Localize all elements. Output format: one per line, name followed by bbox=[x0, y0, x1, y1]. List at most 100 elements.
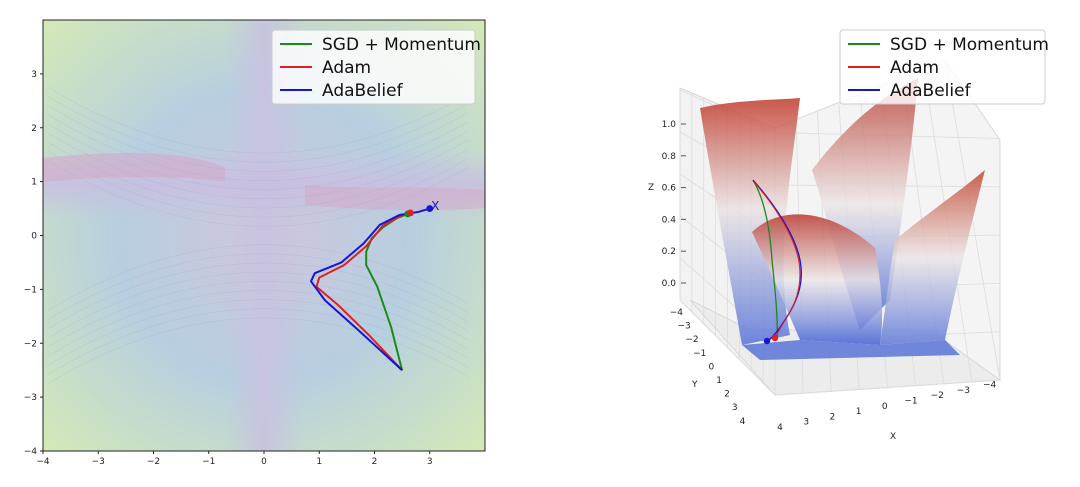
y-axis-ticks: −4 −3 −2 −1 0 1 2 3 bbox=[24, 70, 43, 457]
legend-box bbox=[271, 29, 476, 105]
adam-3d-path bbox=[753, 181, 801, 340]
sgd-momentum-3d-path bbox=[752, 179, 778, 339]
contour-line bbox=[48, 262, 469, 329]
y-axis-label: Y bbox=[691, 380, 698, 390]
legend: SGD + Momentum Adam AdaBelief bbox=[271, 29, 481, 105]
legend-label: SGD + Momentum bbox=[890, 35, 1049, 55]
z-axis-label: Z bbox=[648, 183, 654, 193]
y-tick-label: 2 bbox=[31, 124, 37, 134]
contour-line bbox=[48, 133, 469, 199]
target-marker: X bbox=[431, 199, 439, 213]
x3-tick-label: −3 bbox=[957, 386, 970, 396]
contour-line bbox=[48, 151, 469, 218]
contour-line bbox=[48, 317, 469, 384]
x-tick-label: −1 bbox=[202, 457, 215, 467]
y3-tick-label: 0 bbox=[708, 362, 714, 372]
z-tick-label: 0.6 bbox=[662, 184, 677, 194]
y3-tick-label: −3 bbox=[678, 322, 691, 332]
x3-tick-label: 0 bbox=[882, 402, 888, 412]
series-line-adam bbox=[315, 211, 411, 371]
contour-line bbox=[48, 290, 469, 357]
legend-label: AdaBelief bbox=[322, 81, 404, 101]
x3-tick-label: 4 bbox=[777, 423, 783, 433]
x-tick-label: 3 bbox=[427, 457, 433, 467]
x3-tick-label: 3 bbox=[803, 418, 809, 428]
contour-line bbox=[48, 272, 469, 338]
legend-label: Adam bbox=[890, 58, 939, 78]
contour-line bbox=[48, 281, 469, 347]
surface-right-wall bbox=[880, 170, 985, 345]
y3-tick-label: 2 bbox=[724, 390, 730, 400]
adabelief-3d-end-marker bbox=[763, 337, 771, 345]
contour-line bbox=[48, 114, 469, 181]
contour-line bbox=[48, 160, 469, 227]
contour-line bbox=[48, 87, 469, 154]
x-axis-ticks-3d: 4 3 2 1 0 −1 −2 −3 −4 bbox=[777, 381, 996, 433]
end-marker bbox=[426, 205, 434, 212]
y3-tick-label: 4 bbox=[740, 417, 746, 427]
contour-line bbox=[48, 105, 469, 172]
contour-lines bbox=[48, 87, 469, 384]
x-tick-label: 2 bbox=[372, 457, 378, 467]
end-marker bbox=[407, 209, 414, 217]
contour-line bbox=[48, 253, 469, 320]
y-tick-label: −1 bbox=[24, 285, 37, 295]
x-tick-label: −2 bbox=[147, 457, 160, 467]
contour-line bbox=[48, 96, 469, 163]
y-tick-label: 0 bbox=[31, 232, 37, 242]
contour-plot: −4 −3 −2 −1 0 1 2 3 −4 −3 −2 −1 0 1 2 3 X SGD + Moment… bbox=[24, 19, 486, 467]
z-axis-ticks: 0.0 0.2 0.4 0.6 0.8 1.0 bbox=[662, 120, 686, 289]
x3-tick-label: −2 bbox=[931, 391, 944, 401]
grid-line bbox=[774, 379, 1001, 396]
grid-line bbox=[679, 299, 776, 396]
trajectories-3d bbox=[752, 179, 802, 345]
adam-3d-end-marker bbox=[771, 334, 779, 342]
y-tick-label: 3 bbox=[31, 70, 37, 80]
x3-tick-label: 2 bbox=[830, 412, 836, 422]
legend-box bbox=[839, 29, 1046, 105]
z-tick-label: 1.0 bbox=[662, 120, 677, 130]
contour-line bbox=[48, 308, 469, 375]
surface-front-floor bbox=[742, 340, 960, 360]
contour-pink-ridge-left bbox=[43, 152, 225, 182]
contour-line bbox=[48, 299, 469, 366]
z-tick-label: 0.2 bbox=[662, 247, 676, 257]
contour-line bbox=[48, 244, 469, 311]
contour-pink-ridge-right bbox=[305, 185, 485, 211]
z-tick-label: 0.0 bbox=[662, 279, 677, 289]
legend-label: SGD + Momentum bbox=[322, 35, 481, 55]
x-axis-label: X bbox=[890, 432, 896, 442]
legend-3d: SGD + Momentum Adam AdaBelief bbox=[839, 29, 1049, 105]
x-tick-label: 1 bbox=[316, 457, 322, 467]
x-tick-label: −3 bbox=[92, 457, 105, 467]
legend-label: Adam bbox=[322, 58, 371, 78]
y3-tick-label: −4 bbox=[670, 308, 684, 318]
x3-tick-label: −4 bbox=[983, 381, 997, 391]
z-tick-label: 0.4 bbox=[662, 215, 677, 225]
y3-tick-label: 3 bbox=[732, 403, 738, 413]
contour-line bbox=[48, 142, 469, 209]
surface bbox=[700, 78, 985, 360]
y-tick-label: −3 bbox=[24, 393, 37, 403]
x-tick-label: 0 bbox=[261, 457, 267, 467]
x3-tick-label: 1 bbox=[856, 407, 862, 417]
trajectory-markers: X bbox=[404, 199, 439, 218]
adabelief-3d-path bbox=[752, 179, 802, 342]
y-tick-label: −2 bbox=[24, 339, 37, 349]
y3-tick-label: 1 bbox=[716, 376, 722, 386]
y3-tick-label: −2 bbox=[685, 335, 698, 345]
y3-tick-label: −1 bbox=[693, 349, 706, 359]
x-tick-label: −4 bbox=[36, 457, 50, 467]
z-tick-label: 0.8 bbox=[662, 152, 677, 162]
surface-left-wall bbox=[700, 98, 800, 345]
y-tick-label: 1 bbox=[31, 178, 37, 188]
x3-tick-label: −1 bbox=[904, 397, 917, 407]
legend-label: AdaBelief bbox=[890, 81, 972, 101]
y-tick-label: −4 bbox=[24, 447, 38, 457]
x-axis-ticks: −4 −3 −2 −1 0 1 2 3 bbox=[36, 451, 433, 467]
contour-line bbox=[48, 124, 469, 190]
surface-center-saddle bbox=[752, 214, 883, 345]
